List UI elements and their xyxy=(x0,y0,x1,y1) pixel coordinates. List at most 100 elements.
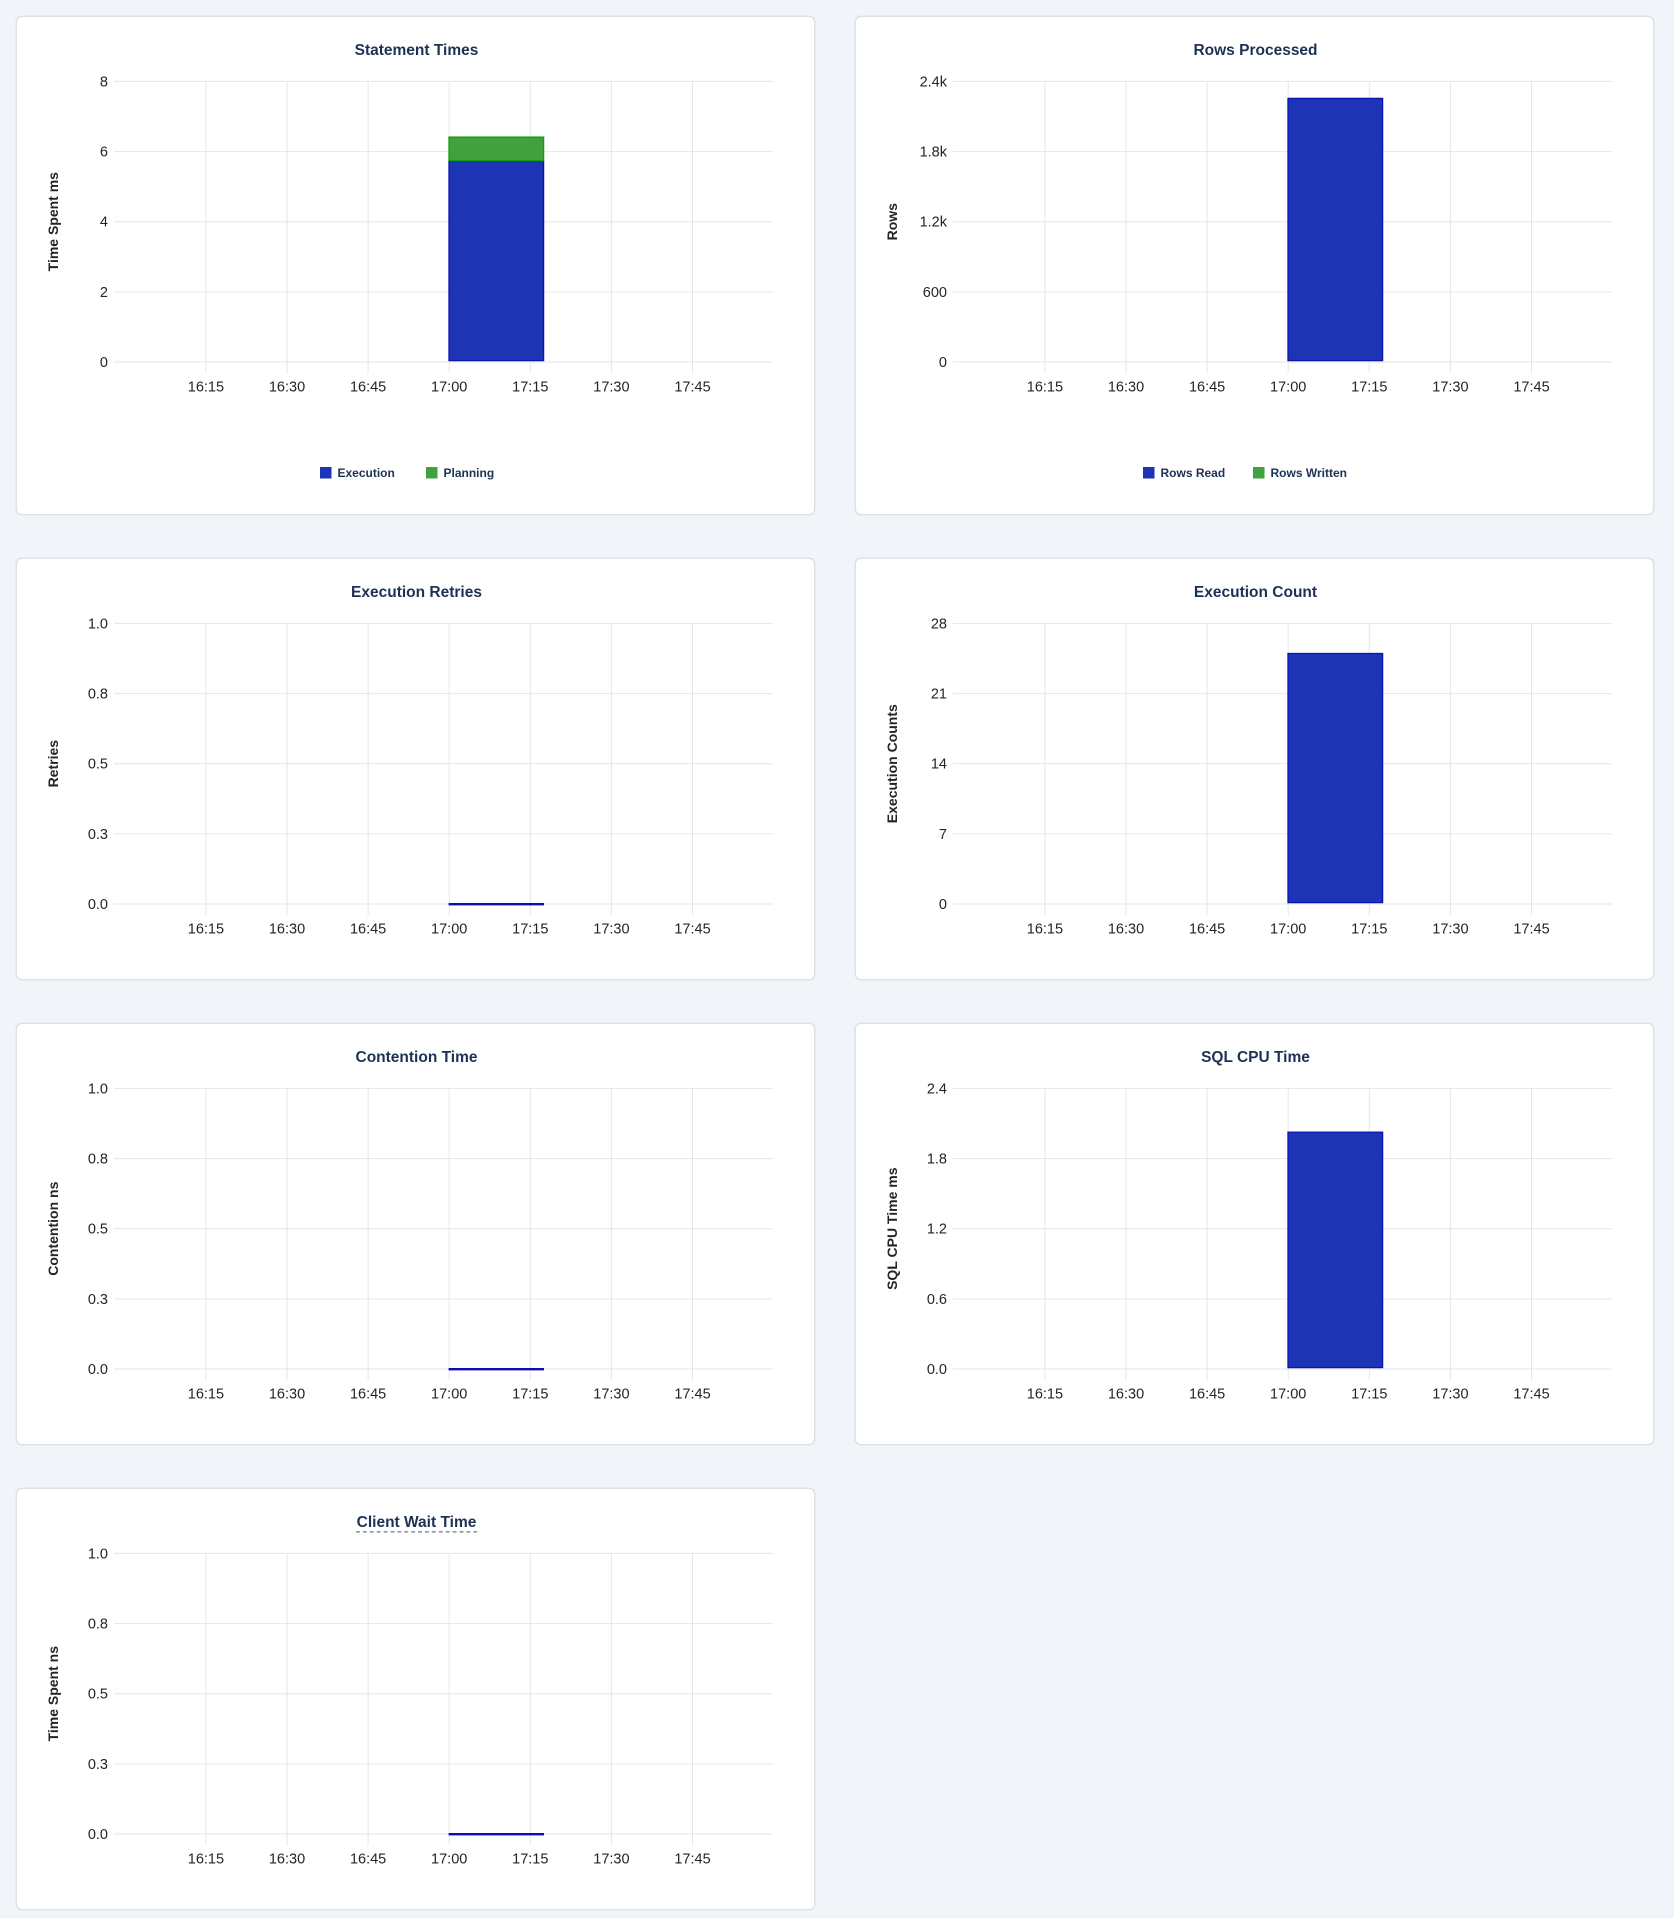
svg-text:Execution: Execution xyxy=(338,466,395,480)
svg-text:17:30: 17:30 xyxy=(593,921,629,937)
svg-text:Time Spent ms: Time Spent ms xyxy=(45,172,61,272)
svg-text:16:15: 16:15 xyxy=(188,379,224,395)
svg-text:17:30: 17:30 xyxy=(1432,921,1468,937)
svg-text:17:45: 17:45 xyxy=(1513,921,1549,937)
svg-text:17:45: 17:45 xyxy=(674,379,710,395)
svg-text:0: 0 xyxy=(100,355,108,371)
svg-text:1.2k: 1.2k xyxy=(920,215,948,231)
svg-text:Execution Retries: Execution Retries xyxy=(351,584,482,601)
svg-text:16:15: 16:15 xyxy=(188,921,224,937)
svg-text:16:45: 16:45 xyxy=(350,379,386,395)
svg-text:16:45: 16:45 xyxy=(350,1851,386,1867)
svg-text:0.3: 0.3 xyxy=(88,827,108,843)
svg-text:Client Wait Time: Client Wait Time xyxy=(357,1514,477,1531)
svg-text:17:45: 17:45 xyxy=(674,1851,710,1867)
svg-text:1.8: 1.8 xyxy=(927,1152,947,1168)
svg-text:17:45: 17:45 xyxy=(674,921,710,937)
svg-text:0.5: 0.5 xyxy=(88,1222,108,1238)
svg-text:Retries: Retries xyxy=(45,740,61,788)
svg-text:Rows Written: Rows Written xyxy=(1271,466,1347,480)
svg-text:17:30: 17:30 xyxy=(593,1386,629,1402)
svg-text:17:45: 17:45 xyxy=(1513,379,1549,395)
svg-text:16:45: 16:45 xyxy=(350,1386,386,1402)
svg-text:17:15: 17:15 xyxy=(512,1851,548,1867)
svg-text:17:30: 17:30 xyxy=(1432,379,1468,395)
svg-text:Rows: Rows xyxy=(884,203,900,241)
svg-text:16:30: 16:30 xyxy=(269,1851,305,1867)
svg-text:16:15: 16:15 xyxy=(1027,1386,1063,1402)
svg-text:0.0: 0.0 xyxy=(88,897,108,913)
svg-text:16:15: 16:15 xyxy=(1027,379,1063,395)
svg-text:0.0: 0.0 xyxy=(88,1362,108,1378)
svg-text:16:15: 16:15 xyxy=(188,1386,224,1402)
svg-text:17:15: 17:15 xyxy=(512,921,548,937)
svg-text:17:00: 17:00 xyxy=(431,379,467,395)
svg-text:Contention ns: Contention ns xyxy=(45,1181,61,1275)
svg-text:Rows Processed: Rows Processed xyxy=(1193,42,1317,59)
svg-text:14: 14 xyxy=(931,757,947,773)
svg-text:17:00: 17:00 xyxy=(1270,379,1306,395)
svg-text:2.4k: 2.4k xyxy=(920,74,948,90)
svg-text:28: 28 xyxy=(931,616,947,632)
svg-text:17:00: 17:00 xyxy=(1270,921,1306,937)
svg-text:16:30: 16:30 xyxy=(269,921,305,937)
svg-text:2.4: 2.4 xyxy=(927,1081,947,1097)
svg-text:17:15: 17:15 xyxy=(512,1386,548,1402)
svg-text:Rows Read: Rows Read xyxy=(1161,466,1226,480)
svg-text:17:00: 17:00 xyxy=(431,1386,467,1402)
svg-text:16:30: 16:30 xyxy=(269,379,305,395)
svg-text:17:00: 17:00 xyxy=(1270,1386,1306,1402)
svg-text:2: 2 xyxy=(100,285,108,301)
svg-text:0: 0 xyxy=(939,897,947,913)
svg-text:0.3: 0.3 xyxy=(88,1757,108,1773)
svg-text:17:30: 17:30 xyxy=(593,379,629,395)
svg-text:6: 6 xyxy=(100,145,108,161)
svg-text:0.0: 0.0 xyxy=(88,1827,108,1843)
svg-text:0.8: 0.8 xyxy=(88,687,108,703)
svg-text:17:45: 17:45 xyxy=(1513,1386,1549,1402)
svg-text:16:30: 16:30 xyxy=(1108,1386,1144,1402)
svg-text:Time Spent ns: Time Spent ns xyxy=(45,1646,61,1742)
svg-text:1.0: 1.0 xyxy=(88,616,108,632)
svg-text:17:15: 17:15 xyxy=(1351,921,1387,937)
svg-text:0.0: 0.0 xyxy=(927,1362,947,1378)
svg-text:16:45: 16:45 xyxy=(1189,379,1225,395)
svg-text:SQL CPU Time: SQL CPU Time xyxy=(1201,1049,1310,1066)
svg-text:1.8k: 1.8k xyxy=(920,145,948,161)
svg-text:Planning: Planning xyxy=(444,466,495,480)
svg-text:0.5: 0.5 xyxy=(88,757,108,773)
svg-text:17:30: 17:30 xyxy=(1432,1386,1468,1402)
svg-text:17:00: 17:00 xyxy=(431,1851,467,1867)
svg-text:17:15: 17:15 xyxy=(1351,1386,1387,1402)
svg-text:1.2: 1.2 xyxy=(927,1222,947,1238)
svg-text:0.8: 0.8 xyxy=(88,1152,108,1168)
svg-text:17:45: 17:45 xyxy=(674,1386,710,1402)
svg-text:0.3: 0.3 xyxy=(88,1292,108,1308)
svg-text:1.0: 1.0 xyxy=(88,1081,108,1097)
svg-text:Contention Time: Contention Time xyxy=(356,1049,478,1066)
svg-text:16:45: 16:45 xyxy=(350,921,386,937)
svg-text:16:15: 16:15 xyxy=(1027,921,1063,937)
svg-text:16:45: 16:45 xyxy=(1189,1386,1225,1402)
svg-text:16:30: 16:30 xyxy=(1108,921,1144,937)
svg-text:7: 7 xyxy=(939,827,947,843)
svg-text:0.6: 0.6 xyxy=(927,1292,947,1308)
svg-text:4: 4 xyxy=(100,215,108,231)
svg-text:0.8: 0.8 xyxy=(88,1617,108,1633)
svg-text:16:30: 16:30 xyxy=(269,1386,305,1402)
svg-text:1.0: 1.0 xyxy=(88,1546,108,1562)
svg-text:Statement Times: Statement Times xyxy=(355,42,479,59)
svg-text:Execution Counts: Execution Counts xyxy=(884,704,900,823)
svg-text:16:45: 16:45 xyxy=(1189,921,1225,937)
svg-text:17:30: 17:30 xyxy=(593,1851,629,1867)
svg-text:8: 8 xyxy=(100,74,108,90)
svg-text:21: 21 xyxy=(931,687,947,703)
svg-text:0.5: 0.5 xyxy=(88,1687,108,1703)
svg-text:Execution Count: Execution Count xyxy=(1194,584,1317,601)
svg-text:0: 0 xyxy=(939,355,947,371)
svg-text:17:15: 17:15 xyxy=(512,379,548,395)
svg-text:17:00: 17:00 xyxy=(431,921,467,937)
svg-text:17:15: 17:15 xyxy=(1351,379,1387,395)
svg-text:16:30: 16:30 xyxy=(1108,379,1144,395)
svg-text:SQL CPU Time ms: SQL CPU Time ms xyxy=(884,1167,900,1290)
